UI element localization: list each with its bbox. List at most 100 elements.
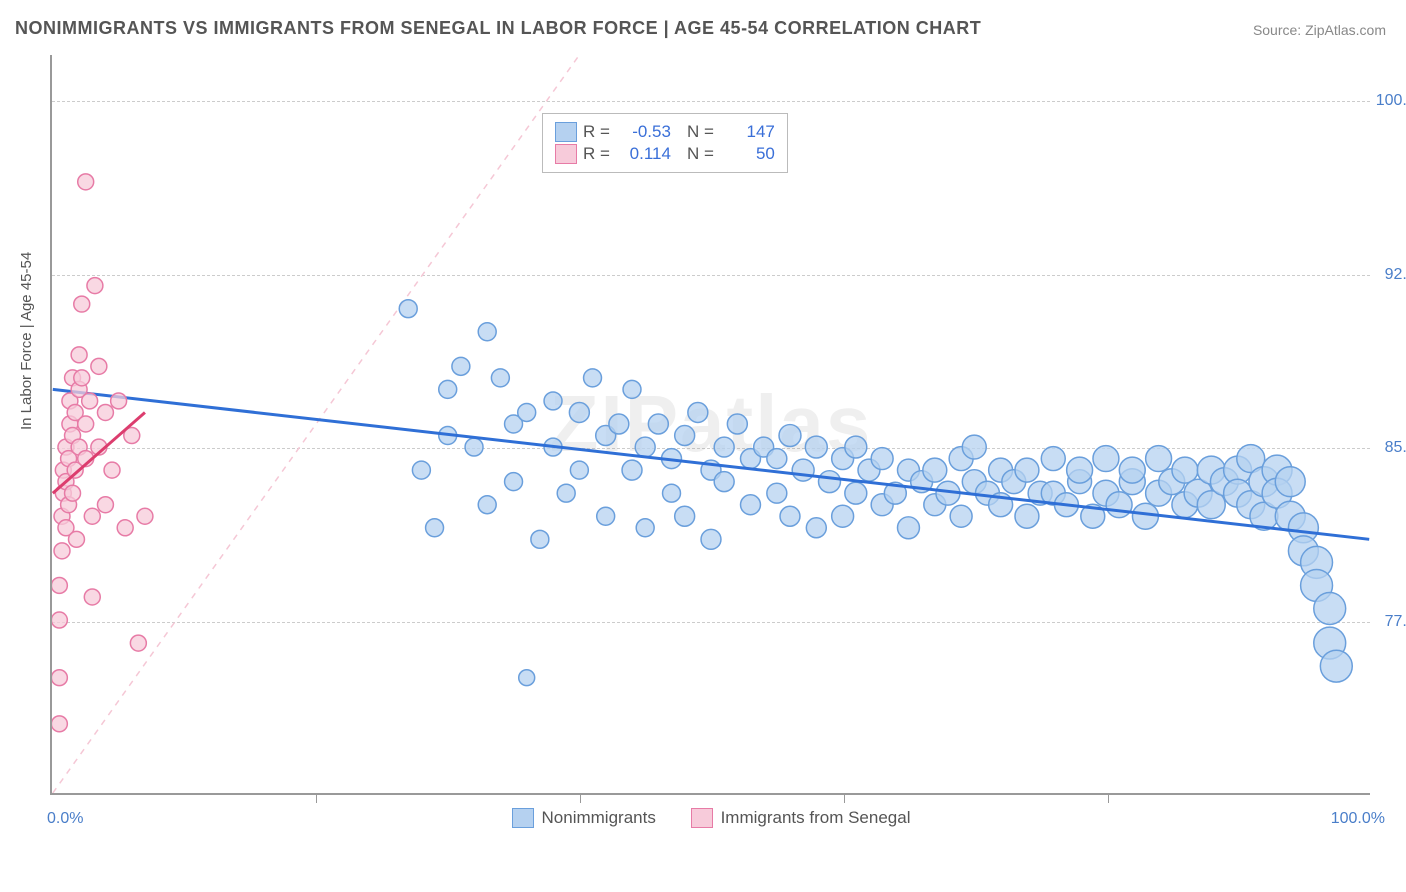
swatch-blue — [555, 122, 577, 142]
y-tick-label: 92.5% — [1385, 266, 1406, 284]
scatter-point — [622, 460, 642, 480]
y-axis-title: In Labor Force | Age 45-54 — [18, 252, 35, 430]
x-tick — [1108, 793, 1109, 803]
scatter-point — [69, 531, 85, 547]
scatter-point — [52, 612, 67, 628]
scatter-point — [544, 392, 562, 410]
scatter-point — [727, 414, 747, 434]
scatter-point — [82, 393, 98, 409]
scatter-point — [609, 414, 629, 434]
legend-correlation: R = -0.53 N = 147 R = 0.114 N = 50 — [542, 113, 788, 173]
scatter-point — [84, 589, 100, 605]
scatter-point — [779, 425, 801, 447]
scatter-point — [130, 635, 146, 651]
scatter-point — [1041, 447, 1065, 471]
scatter-point — [767, 483, 787, 503]
scatter-point — [97, 404, 113, 420]
scatter-point — [97, 497, 113, 513]
scatter-point — [923, 458, 947, 482]
x-tick-label-min: 0.0% — [47, 810, 83, 828]
scatter-point — [65, 485, 81, 501]
scatter-point — [1067, 457, 1093, 483]
x-tick — [580, 793, 581, 803]
scatter-point — [74, 370, 90, 386]
scatter-point — [52, 670, 67, 686]
scatter-point — [780, 506, 800, 526]
x-tick — [844, 793, 845, 803]
scatter-point — [675, 426, 695, 446]
scatter-point — [688, 402, 708, 422]
scatter-point — [412, 461, 430, 479]
scatter-point — [569, 402, 589, 422]
scatter-point — [1275, 467, 1305, 497]
swatch-pink — [691, 808, 713, 828]
scatter-point — [104, 462, 120, 478]
scatter-point — [52, 716, 67, 732]
scatter-point — [1093, 446, 1119, 472]
scatter-point — [636, 519, 654, 537]
chart-title: NONIMMIGRANTS VS IMMIGRANTS FROM SENEGAL… — [15, 18, 981, 39]
legend-label: Nonimmigrants — [542, 808, 656, 828]
scatter-point — [399, 300, 417, 318]
scatter-point — [465, 438, 483, 456]
scatter-point — [806, 518, 826, 538]
scatter-point — [54, 543, 70, 559]
y-tick-label: 85.0% — [1385, 439, 1406, 457]
legend-bottom: Nonimmigrants Immigrants from Senegal — [52, 808, 1370, 833]
n-value-1: 147 — [720, 122, 775, 142]
x-tick — [316, 793, 317, 803]
scatter-point — [117, 520, 133, 536]
scatter-point — [84, 508, 100, 524]
scatter-point — [871, 448, 893, 470]
legend-row-immigrants: R = 0.114 N = 50 — [555, 144, 775, 164]
scatter-point — [597, 507, 615, 525]
chart-plot-area: ZIPatlas R = -0.53 N = 147 R = 0.114 N =… — [50, 55, 1370, 795]
scatter-point — [1015, 504, 1039, 528]
scatter-point — [663, 484, 681, 502]
scatter-point — [78, 174, 94, 190]
scatter-point — [74, 296, 90, 312]
scatter-point — [52, 577, 67, 593]
scatter-point — [701, 529, 721, 549]
scatter-point — [962, 435, 986, 459]
n-label: N = — [687, 144, 714, 164]
y-tick-label: 77.5% — [1385, 613, 1406, 631]
scatter-point — [439, 380, 457, 398]
scatter-point — [1314, 593, 1346, 625]
y-tick-label: 100.0% — [1376, 92, 1406, 110]
scatter-point — [714, 472, 734, 492]
scatter-point — [741, 495, 761, 515]
scatter-point — [805, 436, 827, 458]
x-tick-label-max: 100.0% — [1331, 810, 1385, 828]
scatter-point — [897, 517, 919, 539]
legend-item-nonimmigrants: Nonimmigrants — [512, 808, 656, 828]
scatter-point — [1146, 446, 1172, 472]
scatter-point — [845, 482, 867, 504]
scatter-point — [137, 508, 153, 524]
r-label: R = — [583, 122, 610, 142]
legend-row-nonimmigrants: R = -0.53 N = 147 — [555, 122, 775, 142]
scatter-point — [491, 369, 509, 387]
scatter-point — [557, 484, 575, 502]
scatter-point — [452, 357, 470, 375]
scatter-point — [71, 347, 87, 363]
r-value-2: 0.114 — [616, 144, 671, 164]
legend-item-immigrants: Immigrants from Senegal — [691, 808, 911, 828]
scatter-point — [845, 436, 867, 458]
scatter-point — [426, 519, 444, 537]
scatter-point — [519, 670, 535, 686]
scatter-point — [478, 496, 496, 514]
scatter-point — [531, 530, 549, 548]
source-label: Source: ZipAtlas.com — [1253, 22, 1386, 38]
scatter-point — [675, 506, 695, 526]
scatter-point — [714, 437, 734, 457]
swatch-pink — [555, 144, 577, 164]
scatter-point — [1320, 650, 1352, 682]
scatter-point — [819, 471, 841, 493]
scatter-point — [78, 416, 94, 432]
scatter-point — [584, 369, 602, 387]
swatch-blue — [512, 808, 534, 828]
scatter-point — [518, 403, 536, 421]
scatter-point — [1106, 492, 1132, 518]
scatter-point — [111, 393, 127, 409]
